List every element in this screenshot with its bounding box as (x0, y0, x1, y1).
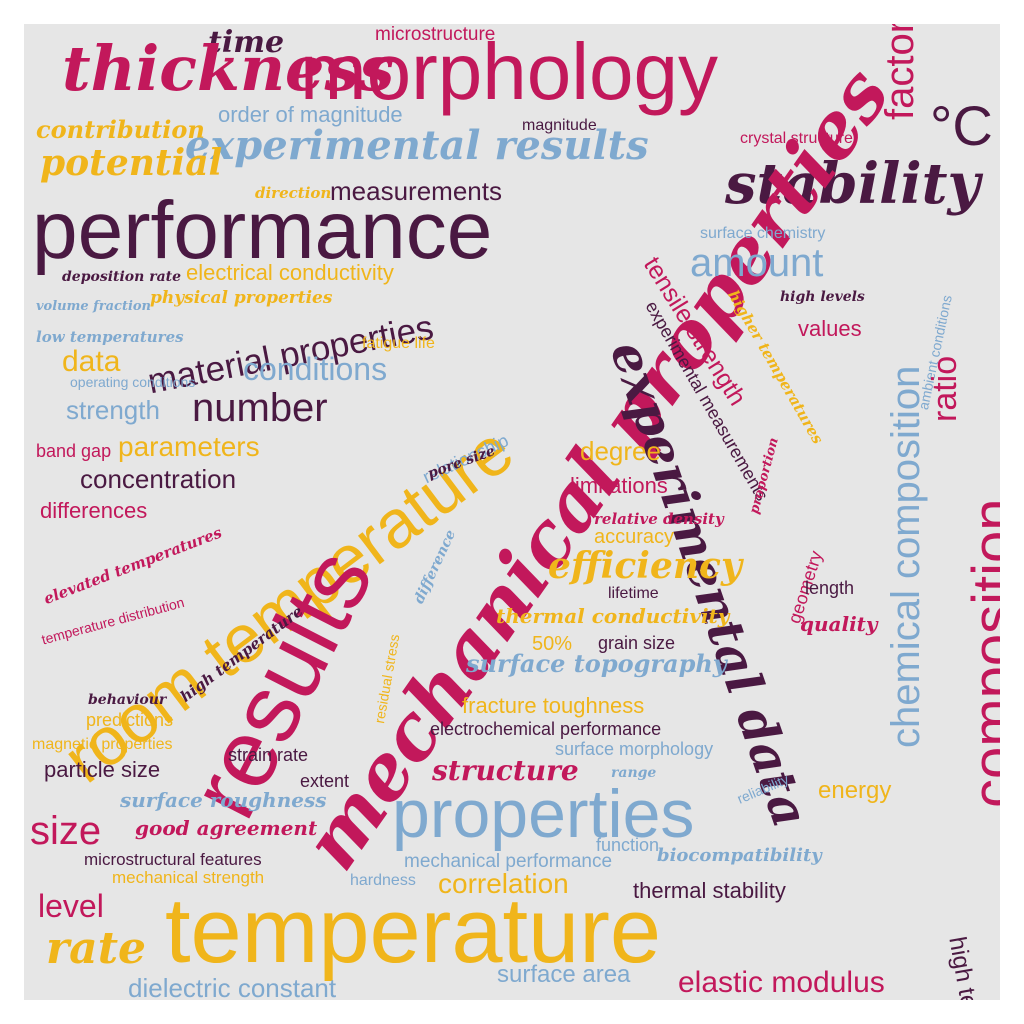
word-surface-area: surface area (497, 961, 631, 988)
word-physical-properties: physical properties (150, 288, 333, 308)
word-elastic-modulus: elastic modulus (678, 966, 885, 999)
word-hardness: hardness (350, 872, 416, 889)
word-concentration: concentration (80, 464, 237, 494)
word-particle-size: particle size (44, 757, 161, 782)
word-chemical-composition: chemical composition (884, 365, 928, 748)
word-correlation: correlation (438, 868, 569, 899)
word-accuracy: accuracy (594, 526, 675, 548)
word-values: values (798, 316, 862, 341)
word-fracture-toughness: fracture toughness (462, 693, 645, 718)
word-elevated-temperatures: elevated temperatures (41, 523, 225, 608)
word-strength: strength (66, 395, 160, 425)
word-efficiency: efficiency (548, 545, 742, 587)
word-high-levels: high levels (780, 289, 865, 305)
word-electrical-conductivity: electrical conductivity (186, 260, 394, 285)
word-band-gap: band gap (36, 441, 112, 461)
word-low-temperatures: low temperatures (36, 328, 184, 346)
word-magnitude: magnitude (522, 117, 597, 134)
word-direction: direction (255, 184, 332, 202)
word-differences: differences (40, 498, 148, 523)
word-higher-temperatures: higher temperatures (724, 287, 827, 448)
word-surface-morphology: surface morphology (555, 739, 714, 759)
word-good-agreement: good agreement (135, 816, 318, 840)
word-thickness: thickness (62, 32, 395, 105)
word-number: number (192, 386, 328, 430)
word-amount: amount (690, 241, 824, 285)
word-surface-chemistry: surface chemistry (700, 225, 826, 242)
word-thermal-conductivity: thermal conductivity (496, 604, 730, 628)
word-relative-density: relative density (594, 510, 724, 528)
word-lifetime: lifetime (608, 585, 659, 602)
word-level: level (38, 888, 104, 924)
word-surface-topography: surface topography (466, 649, 727, 678)
word-composition: composition (961, 498, 1000, 808)
word-data: data (62, 345, 121, 378)
word-stability: stability (725, 151, 981, 217)
word-length: length (805, 578, 855, 598)
word-energy: energy (818, 777, 892, 804)
word-contribution: contribution (36, 115, 205, 144)
word-temperature: temperature (165, 880, 662, 982)
word-properties: properties (392, 776, 695, 852)
word-dielectric-constant: dielectric constant (128, 973, 337, 1000)
word-extent: extent (300, 771, 350, 791)
word-mechanical-strength: mechanical strength (112, 868, 265, 887)
word-morphology: morphology (300, 27, 719, 116)
word-fatigue-life: fatigue life (362, 335, 435, 352)
word-range: range (611, 765, 657, 781)
word-predictions: predictions (86, 710, 174, 730)
word-limitations: limitations (570, 473, 668, 498)
word-parameters: parameters (118, 431, 260, 462)
word-experimental-results: experimental results (185, 122, 649, 169)
word-grain-size: grain size (598, 633, 676, 653)
word-volume-fraction: volume fraction (36, 299, 152, 314)
word-measurements: measurements (330, 176, 502, 206)
word-biocompatibility: biocompatibility (657, 845, 822, 866)
word-operating-conditions: operating conditions (70, 374, 196, 390)
word-quality: quality (800, 612, 878, 636)
word-structure: structure (432, 754, 579, 787)
word-performance: performance (32, 185, 493, 276)
word-deposition-rate: deposition rate (62, 269, 182, 285)
word-mechanical-performance: mechanical performance (404, 851, 613, 872)
word-temperature-distribution: temperature distribution (39, 593, 186, 648)
word-conditions: conditions (243, 351, 388, 387)
word-time: time (208, 25, 285, 60)
word-microstructure: microstructure (375, 24, 496, 45)
word-potential: potential (40, 142, 223, 184)
word-50: 50% (532, 633, 573, 655)
word-ratio: ratio (926, 355, 964, 422)
word-electrochemical-performance: electrochemical performance (430, 719, 662, 739)
word-rate: rate (46, 923, 147, 974)
word-order-of-magnitude: order of magnitude (218, 102, 403, 127)
word-size: size (30, 809, 102, 853)
word-magnetic-properties: magnetic properties (32, 736, 173, 753)
word-degree: degree (580, 436, 661, 466)
word-high-temperatures: high temperatures (943, 935, 1000, 1000)
word-c: °C (930, 94, 993, 157)
word-crystal-structure: crystal structure (740, 130, 853, 147)
word-strain-rate: strain rate (228, 745, 309, 765)
word-function: function (596, 835, 660, 855)
word-microstructural-features: microstructural features (84, 850, 262, 869)
word-behaviour: behaviour (88, 692, 167, 708)
word-thermal-stability: thermal stability (633, 878, 786, 903)
word-cloud: microstructure morphology time thickness fac… (24, 24, 1000, 1000)
word-surface-roughness: surface roughness (120, 788, 327, 812)
